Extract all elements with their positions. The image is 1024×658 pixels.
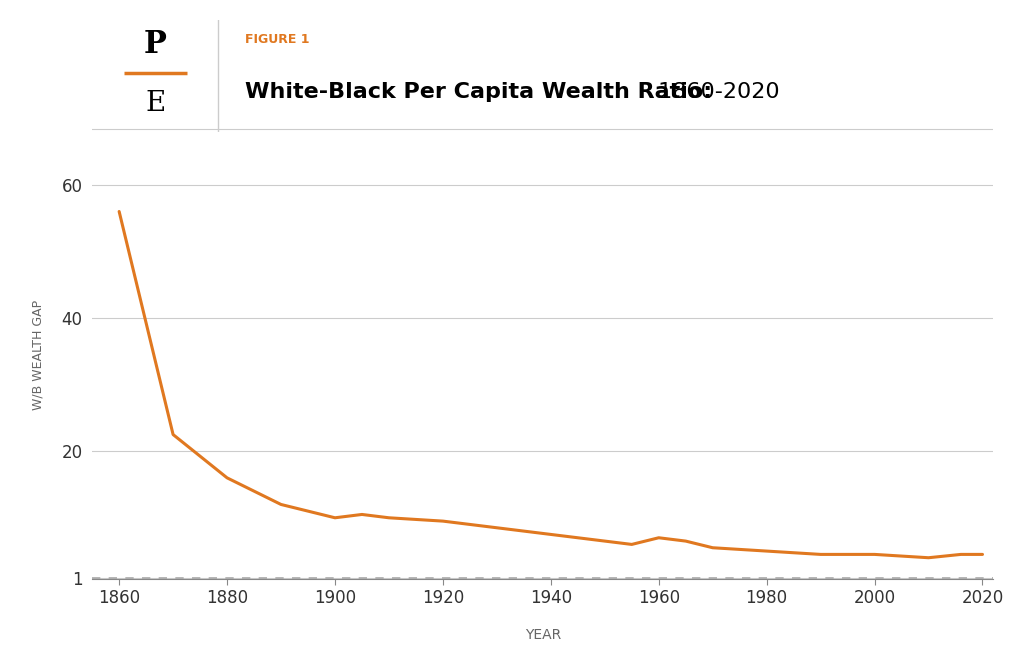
Y-axis label: W/B WEALTH GAP: W/B WEALTH GAP — [32, 300, 45, 411]
Text: FIGURE 1: FIGURE 1 — [246, 34, 310, 46]
Text: P: P — [143, 29, 167, 60]
Text: White-Black Per Capita Wealth Ratio:: White-Black Per Capita Wealth Ratio: — [246, 82, 713, 103]
Text: 1860-2020: 1860-2020 — [651, 82, 779, 103]
X-axis label: YEAR: YEAR — [524, 628, 561, 642]
Text: E: E — [145, 90, 165, 117]
